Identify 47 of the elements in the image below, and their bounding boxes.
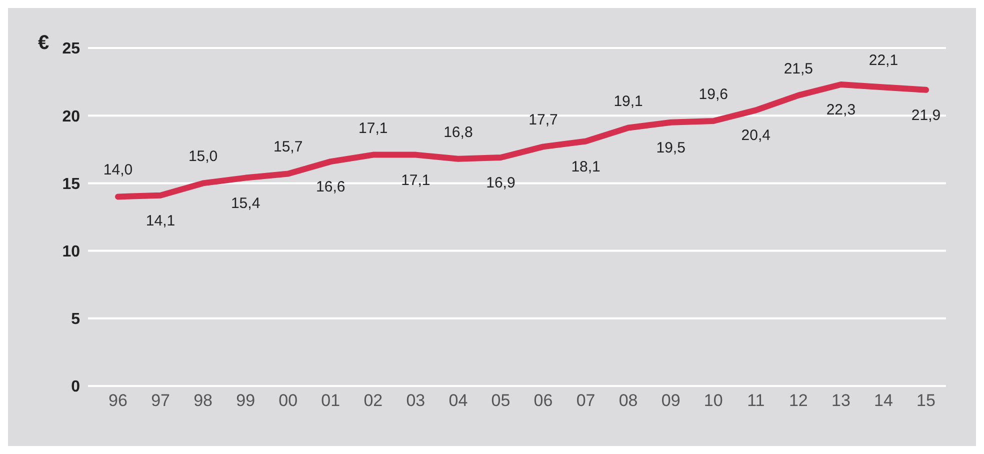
data-label: 19,6 [698,86,728,104]
y-tick-label: 15 [62,176,80,193]
y-tick-label: 25 [62,40,80,58]
data-label: 22,1 [868,52,898,70]
data-label: 17,7 [528,112,558,129]
y-axis-title: € [38,32,50,55]
data-label: 21,5 [784,60,814,78]
data-label: 16,6 [316,178,346,196]
data-label: 14,0 [103,162,133,179]
x-tick-label: 99 [236,391,256,410]
x-tick-label: 97 [151,391,170,410]
y-tick-label: 20 [62,108,80,126]
x-tick-label: 14 [874,391,893,410]
data-label: 18,1 [571,158,600,176]
data-label: 19,5 [656,139,686,156]
x-tick-label: 09 [661,391,680,410]
data-label: 14,1 [146,212,176,230]
x-tick-label: 13 [831,391,850,410]
data-label: 17,1 [401,172,430,189]
data-label: 22,3 [826,102,856,119]
x-tick-label: 02 [364,391,383,410]
data-label: 15,7 [274,138,303,156]
data-label: 17,1 [358,120,388,137]
x-tick-label: 96 [108,391,128,410]
data-label: 16,8 [444,124,473,141]
data-label: 20,4 [741,127,770,144]
x-tick-label: 07 [576,391,596,410]
x-tick-label: 11 [747,391,765,410]
y-tick-label: 5 [71,311,80,328]
x-tick-label: 12 [788,391,808,410]
x-tick-label: 15 [916,391,936,410]
y-tick-label: 10 [62,243,80,260]
x-tick-label: 06 [534,391,553,410]
x-tick-label: 10 [704,391,723,410]
x-tick-label: 98 [194,391,213,410]
data-label: 15,4 [230,194,260,212]
x-tick-label: 00 [278,391,298,410]
data-label: 19,1 [614,92,643,110]
x-tick-label: 03 [406,391,426,410]
y-tick-label: 0 [71,378,80,396]
x-tick-label: 08 [618,391,638,410]
data-label: 21,9 [911,106,941,124]
data-label: 15,0 [188,148,218,166]
x-tick-label: 05 [491,391,510,410]
x-tick-label: 01 [321,391,340,410]
x-tick-label: 04 [448,391,468,410]
data-label: 16,9 [486,174,516,192]
